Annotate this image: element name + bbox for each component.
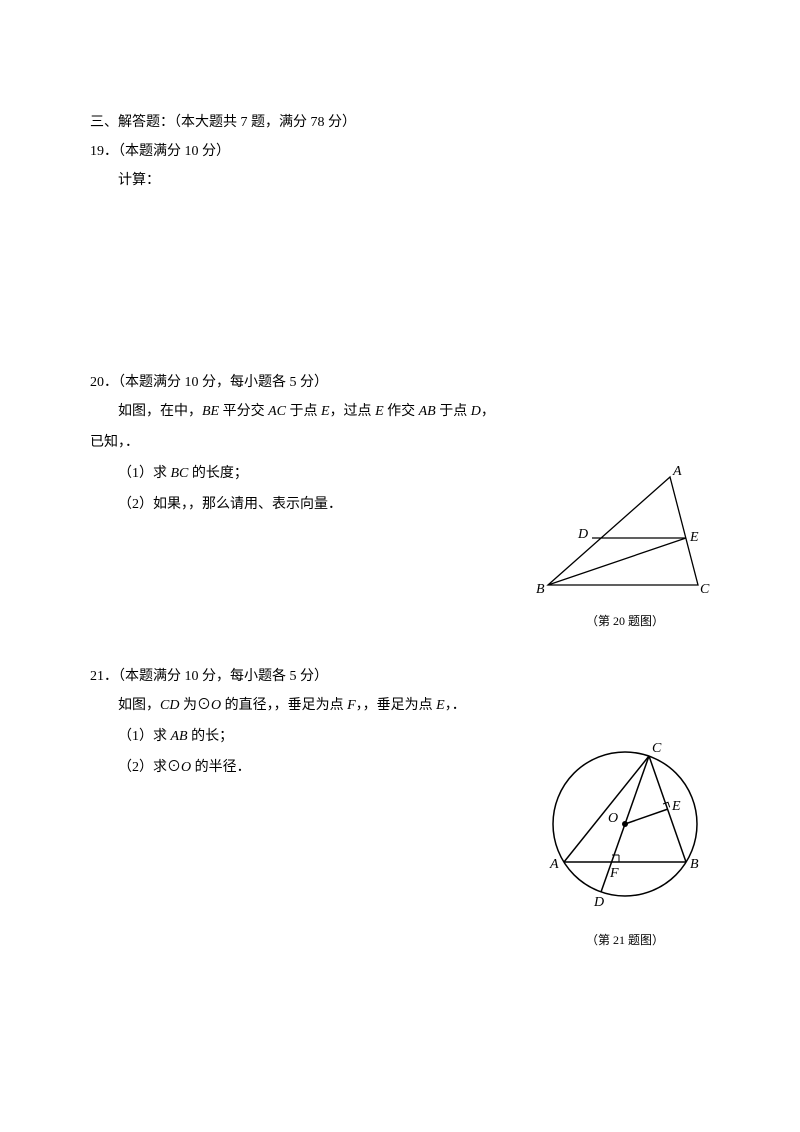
var-ac: AC — [268, 404, 286, 419]
q20-line1: 如图，在中，BE 平分交 AC 于点 E，过点 E 作交 AB 于点 D， — [90, 399, 710, 424]
label-o: O — [608, 811, 618, 826]
q20-line2: 已知，． — [90, 430, 710, 455]
var-bc: BC — [171, 466, 189, 481]
var-ab: AB — [171, 729, 188, 744]
q21-block: 21．（本题满分 10 分，每小题各 5 分） 如图，CD 为⊙O 的直径，，垂… — [90, 664, 710, 781]
text: ， — [481, 404, 495, 419]
q20-svg: A B C D E — [530, 465, 720, 605]
text: 的长； — [188, 729, 234, 744]
label-b: B — [536, 582, 545, 597]
var-be: BE — [202, 404, 219, 419]
text: 如图， — [118, 698, 160, 713]
label-d: D — [593, 895, 604, 910]
var-f: F — [347, 698, 356, 713]
q19-line1: 计算： — [90, 168, 710, 193]
var-d: D — [471, 404, 481, 419]
text: 平分交 — [219, 404, 268, 419]
text: 于点 — [436, 404, 471, 419]
label-f: F — [609, 866, 619, 881]
text: （2）求⊙ — [118, 760, 181, 775]
label-d: D — [577, 527, 588, 542]
q21-figure: C D A B O E F （第 21 题图） — [530, 734, 720, 952]
text: ，． — [445, 698, 466, 713]
text: 如图，在中， — [118, 404, 202, 419]
var-e: E — [321, 404, 330, 419]
text: ，，垂足为点 — [356, 698, 437, 713]
label-e: E — [671, 799, 681, 814]
label-c: C — [700, 582, 710, 597]
q19-header: 19．（本题满分 10 分） — [90, 139, 710, 164]
q21-header: 21．（本题满分 10 分，每小题各 5 分） — [90, 664, 710, 689]
text: （1）求 — [118, 466, 171, 481]
text: （1）求 — [118, 729, 171, 744]
var-e2: E — [375, 404, 384, 419]
var-ab: AB — [419, 404, 436, 419]
var-o2: O — [181, 760, 191, 775]
text: 为⊙ — [179, 698, 211, 713]
page: 三、解答题：（本大题共 7 题，满分 78 分） 19．（本题满分 10 分） … — [0, 0, 800, 846]
var-cd: CD — [160, 698, 179, 713]
q20-block: 20．（本题满分 10 分，每小题各 5 分） 如图，在中，BE 平分交 AC … — [90, 370, 710, 518]
spacer — [90, 200, 710, 370]
text: 的直径，，垂足为点 — [221, 698, 347, 713]
q20-figure: A B C D E （第 20 题图） — [530, 465, 720, 633]
q21-line1: 如图，CD 为⊙O 的直径，，垂足为点 F，，垂足为点 E，． — [90, 693, 710, 718]
section-title: 三、解答题：（本大题共 7 题，满分 78 分） — [90, 110, 710, 135]
q21-caption: （第 21 题图） — [530, 930, 720, 952]
text: 作交 — [384, 404, 419, 419]
q20-header: 20．（本题满分 10 分，每小题各 5 分） — [90, 370, 710, 395]
text: 的半径． — [191, 760, 251, 775]
text: 的长度； — [188, 466, 248, 481]
var-e: E — [436, 698, 445, 713]
text: ，过点 — [330, 404, 376, 419]
label-a: A — [549, 857, 559, 872]
label-a: A — [672, 465, 682, 479]
var-o: O — [211, 698, 221, 713]
label-e: E — [689, 530, 699, 545]
label-b: B — [690, 857, 699, 872]
q21-svg: C D A B O E F — [530, 734, 720, 924]
q20-caption: （第 20 题图） — [530, 611, 720, 633]
label-c: C — [652, 741, 662, 756]
text: 于点 — [286, 404, 321, 419]
